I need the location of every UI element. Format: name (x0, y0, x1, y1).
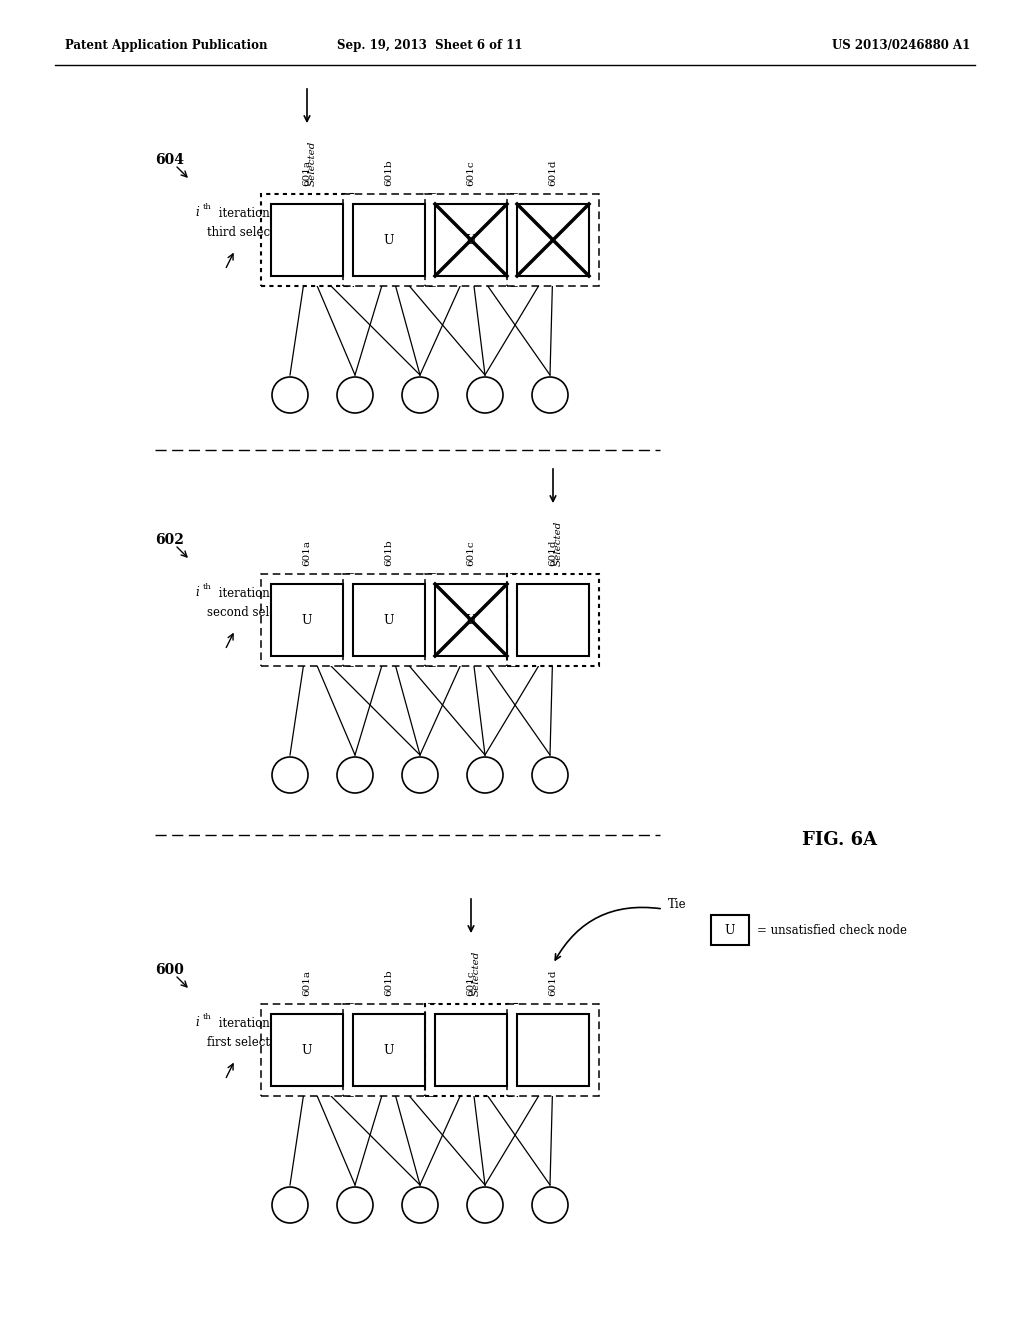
Bar (517, 583, 589, 656)
Text: 601d: 601d (549, 969, 557, 997)
Text: first selection: first selection (207, 1036, 289, 1049)
Circle shape (467, 1187, 503, 1224)
Text: 601c: 601c (467, 540, 475, 566)
Circle shape (337, 1187, 373, 1224)
Circle shape (402, 378, 438, 413)
Text: Selected: Selected (544, 520, 563, 566)
Text: Patent Application Publication: Patent Application Publication (65, 38, 267, 51)
Bar (435, 583, 507, 656)
Text: 601a: 601a (302, 970, 311, 997)
Text: U: U (384, 614, 394, 627)
Text: 600: 600 (155, 964, 184, 977)
Bar (343, 1005, 435, 1096)
Text: 601b: 601b (384, 969, 393, 997)
Text: th: th (203, 1012, 212, 1020)
Text: th: th (203, 203, 212, 211)
Text: U: U (466, 614, 476, 627)
Bar (435, 1014, 507, 1086)
Text: U: U (466, 234, 476, 247)
Text: 601c: 601c (467, 160, 475, 186)
Text: U: U (725, 924, 735, 936)
Text: 601d: 601d (549, 540, 557, 566)
Text: Selected: Selected (297, 141, 316, 186)
Bar (271, 1014, 343, 1086)
Bar (261, 1005, 353, 1096)
Text: i: i (195, 206, 199, 219)
Circle shape (402, 1187, 438, 1224)
Bar (343, 574, 435, 667)
Bar (343, 194, 435, 286)
Bar (425, 194, 517, 286)
Circle shape (532, 378, 568, 413)
Text: 604: 604 (155, 153, 184, 168)
Bar (353, 1014, 425, 1086)
Bar (353, 583, 425, 656)
Circle shape (467, 378, 503, 413)
Text: 601a: 601a (302, 540, 311, 566)
Text: U: U (302, 1044, 312, 1056)
Text: iteration,: iteration, (215, 206, 273, 219)
Circle shape (337, 378, 373, 413)
Text: Tie: Tie (668, 898, 687, 911)
Text: U: U (384, 1044, 394, 1056)
Circle shape (272, 378, 308, 413)
Text: 601b: 601b (384, 540, 393, 566)
Bar (507, 194, 599, 286)
Bar (261, 194, 353, 286)
Text: third selection: third selection (207, 227, 293, 239)
Text: U: U (302, 614, 312, 627)
Text: FIG. 6A: FIG. 6A (803, 832, 878, 849)
Bar (435, 205, 507, 276)
Circle shape (272, 1187, 308, 1224)
Bar (425, 574, 517, 667)
Text: 601d: 601d (549, 160, 557, 186)
Bar (507, 1005, 599, 1096)
Text: second selection: second selection (207, 606, 306, 619)
Text: i: i (195, 586, 199, 599)
Circle shape (467, 756, 503, 793)
Bar (425, 1005, 517, 1096)
Circle shape (402, 756, 438, 793)
Circle shape (272, 756, 308, 793)
Text: i: i (195, 1016, 199, 1030)
Text: = unsatisfied check node: = unsatisfied check node (757, 924, 907, 936)
Bar (271, 205, 343, 276)
Bar (271, 583, 343, 656)
Bar (353, 205, 425, 276)
Text: 601a: 601a (302, 160, 311, 186)
Text: U: U (384, 234, 394, 247)
Bar (261, 574, 353, 667)
Bar (517, 1014, 589, 1086)
Circle shape (337, 756, 373, 793)
Bar (517, 205, 589, 276)
Bar (711, 915, 749, 945)
Text: iteration,: iteration, (215, 586, 273, 599)
Text: 601b: 601b (384, 160, 393, 186)
Text: Sep. 19, 2013  Sheet 6 of 11: Sep. 19, 2013 Sheet 6 of 11 (337, 38, 522, 51)
Text: th: th (203, 583, 212, 591)
Bar (507, 574, 599, 667)
Text: 602: 602 (155, 533, 184, 546)
Circle shape (532, 756, 568, 793)
Text: Selected: Selected (461, 950, 480, 997)
Text: iteration,: iteration, (215, 1016, 273, 1030)
Text: 601c: 601c (467, 970, 475, 997)
Text: US 2013/0246880 A1: US 2013/0246880 A1 (831, 38, 970, 51)
Circle shape (532, 1187, 568, 1224)
